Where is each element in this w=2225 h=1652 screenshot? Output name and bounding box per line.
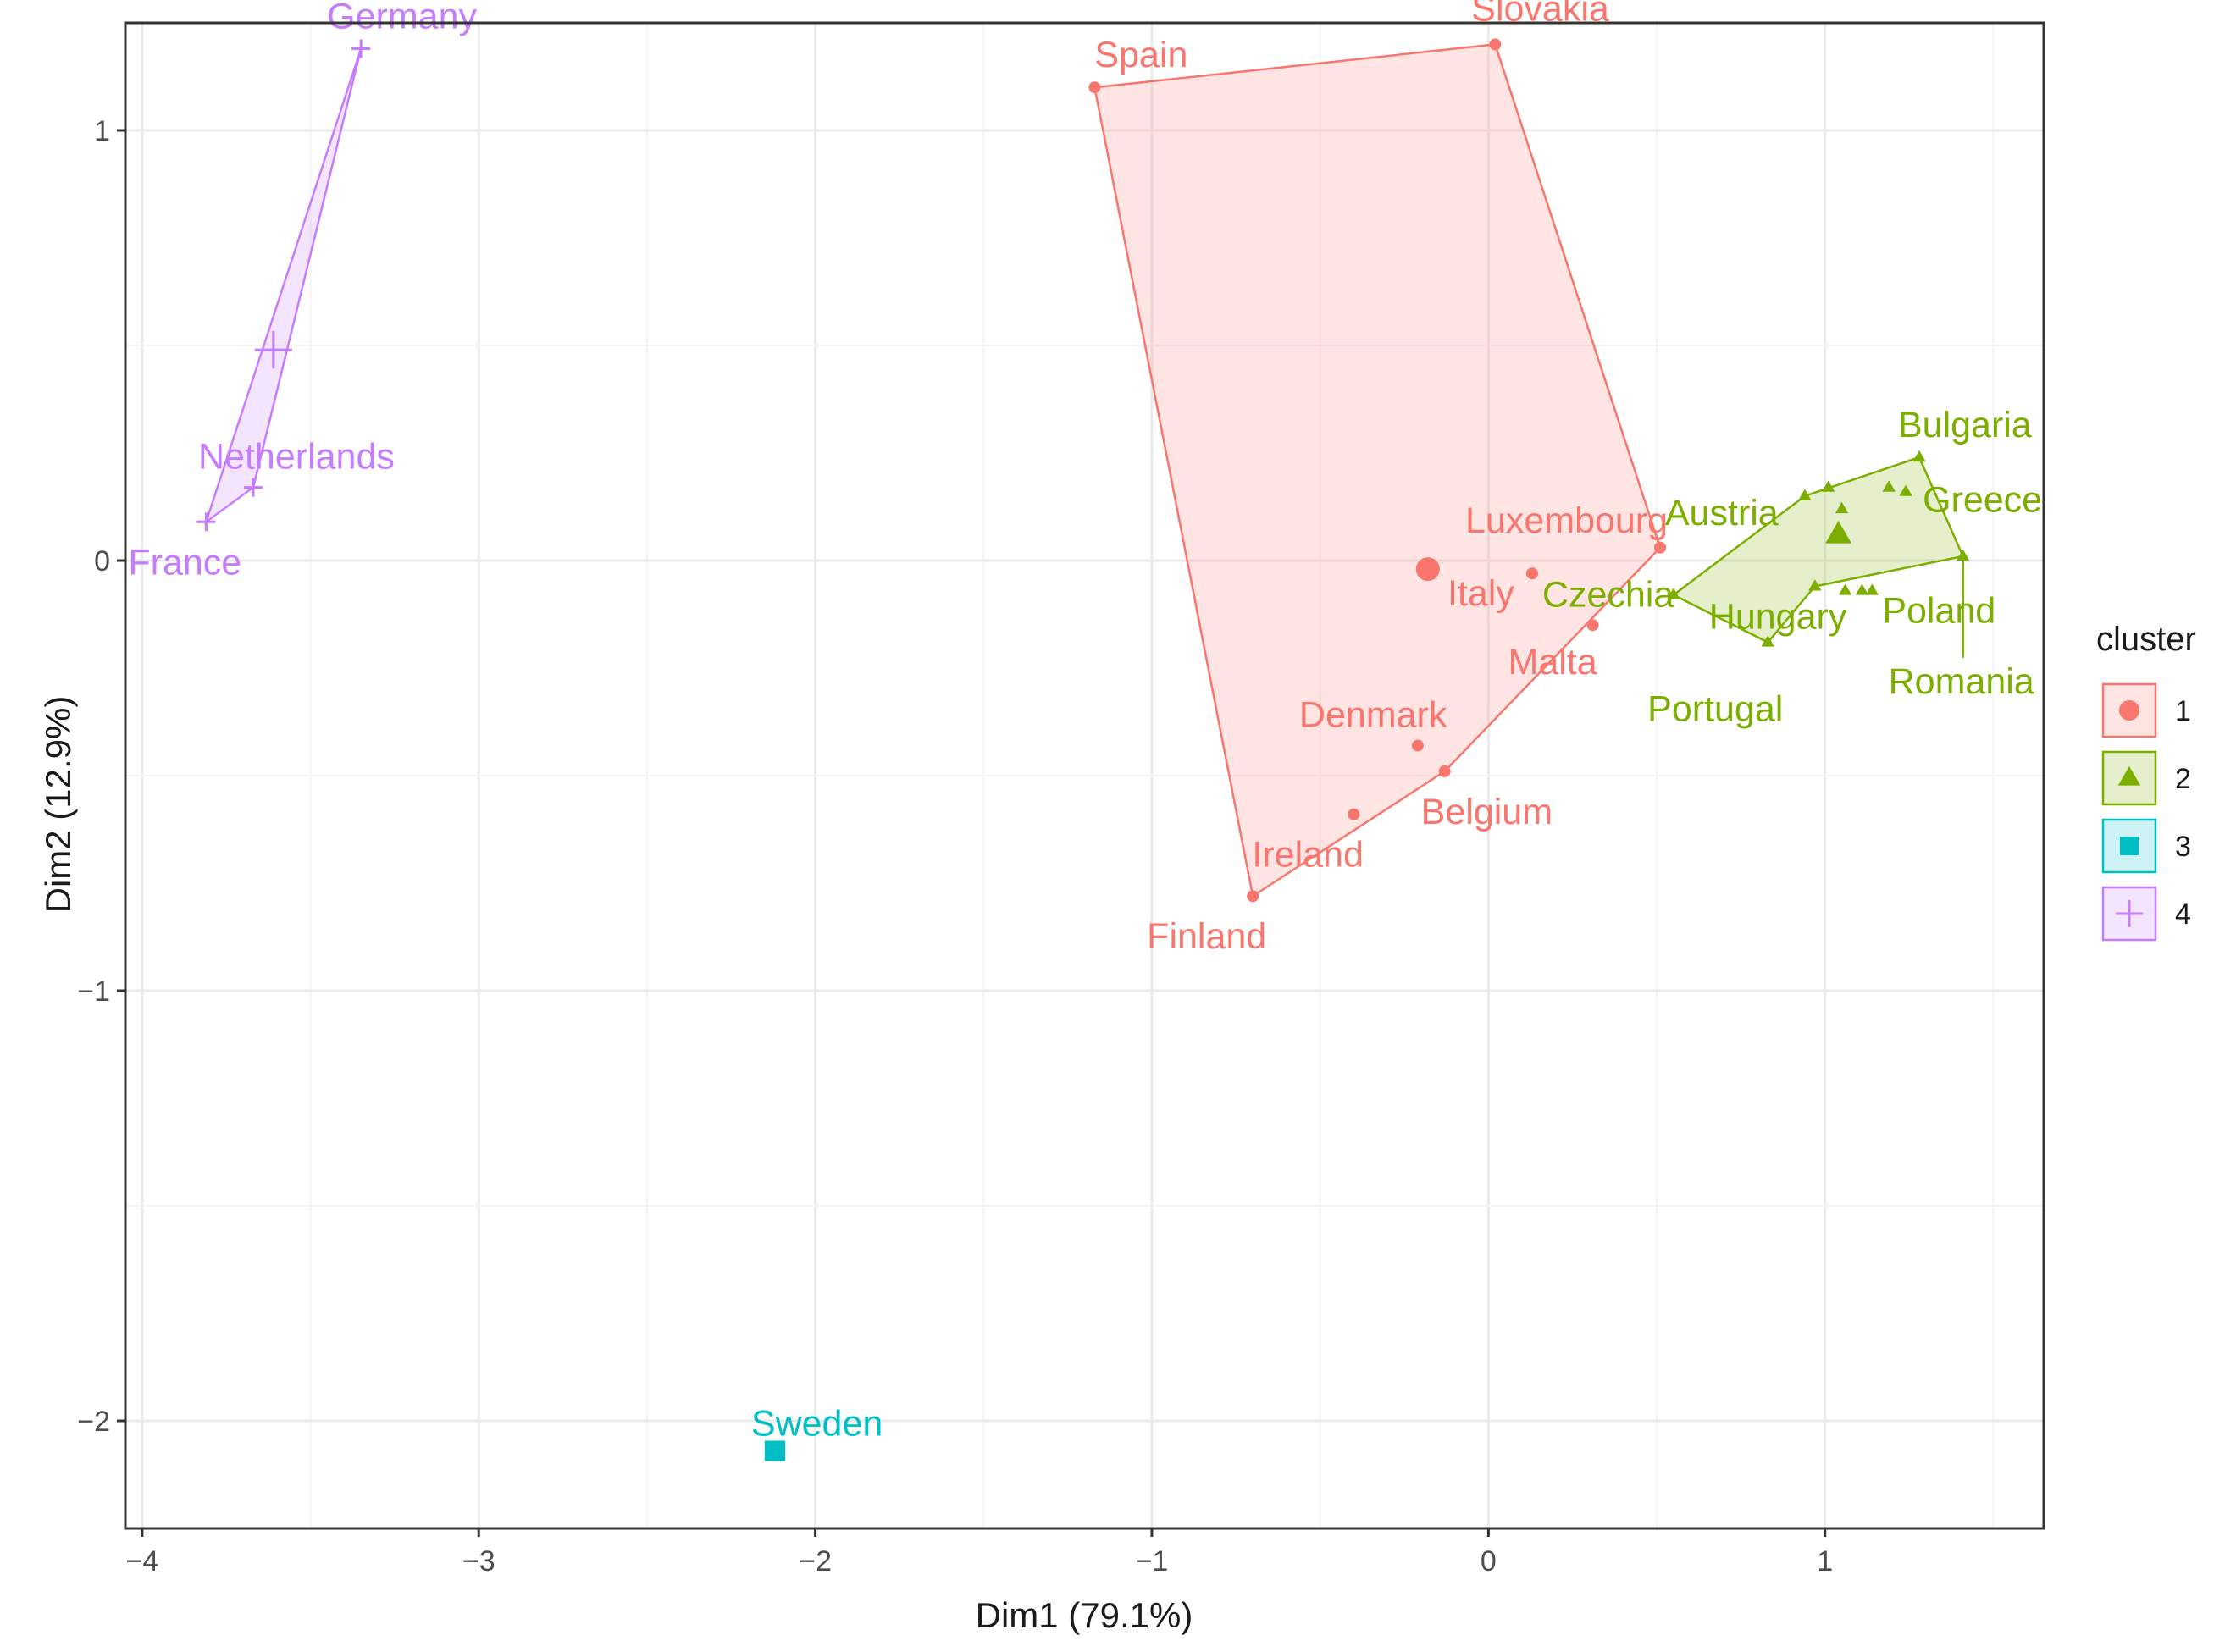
point-bulgaria	[1912, 450, 1926, 462]
label-italy: Italy	[1447, 573, 1514, 614]
point-hungary	[1808, 579, 1822, 591]
label-romania: Romania	[1889, 661, 2034, 702]
label-netherlands: Netherlands	[198, 437, 395, 478]
plot-panel-border	[124, 21, 2045, 1530]
legend-label-3: 3	[2175, 831, 2191, 863]
label-slovakia: Slovakia	[1471, 0, 1609, 29]
point-cluster-2	[1838, 583, 1852, 595]
centroid-cluster-4	[254, 331, 292, 369]
point-france	[196, 512, 216, 532]
label-france: France	[128, 542, 241, 583]
label-hungary: Hungary	[1709, 596, 1847, 637]
centroid-cluster-1	[1415, 557, 1440, 582]
point-poland	[1865, 583, 1879, 595]
label-denmark: Denmark	[1299, 694, 1447, 735]
label-germany: Germany	[327, 0, 477, 36]
x-tick-label: 1	[1817, 1545, 1833, 1577]
point-austria	[1798, 489, 1812, 500]
label-poland: Poland	[1882, 591, 1995, 632]
centroid-cluster-3	[764, 1440, 785, 1461]
label-ireland: Ireland	[1252, 835, 1363, 876]
label-spain: Spain	[1094, 35, 1187, 75]
y-axis-title: Dim2 (12.9%)	[38, 696, 78, 914]
point-labels: Spain Slovakia Luxembourg Italy Malta Denmark…	[128, 0, 2042, 1445]
x-tick-label: −1	[1136, 1545, 1169, 1577]
point-cluster-2	[1855, 583, 1869, 595]
point-cluster-2	[1835, 501, 1849, 514]
point-spain	[1088, 81, 1101, 94]
legend-symbol-4	[2116, 900, 2143, 927]
legend-label-4: 4	[2175, 898, 2191, 931]
cluster-1-hull	[1093, 43, 1662, 898]
label-finland: Finland	[1147, 916, 1266, 957]
y-tick-label: −1	[77, 975, 110, 1008]
x-tick-label: 0	[1481, 1545, 1497, 1577]
point-romania	[1956, 549, 1970, 561]
legend-symbol-1	[2119, 700, 2139, 721]
point-czechia	[1667, 588, 1680, 599]
point-germany	[351, 39, 371, 58]
legend-label-1: 1	[2175, 695, 2191, 727]
legend-title: cluster	[2096, 621, 2196, 658]
legend-symbol-2	[2117, 765, 2141, 786]
point-portugal	[1761, 635, 1774, 647]
x-tick-label: −2	[799, 1545, 832, 1577]
legend-symbol-3	[2120, 837, 2139, 855]
centroid-cluster-2	[1825, 521, 1852, 544]
label-greece: Greece	[1923, 480, 2042, 521]
point-denmark	[1411, 739, 1424, 752]
label-czechia: Czechia	[1542, 575, 1674, 616]
label-malta: Malta	[1508, 642, 1597, 682]
y-tick-label: 0	[94, 545, 110, 577]
legend-label-2: 2	[2175, 763, 2191, 795]
point-finland	[1247, 890, 1259, 903]
point-cluster-2	[1821, 480, 1835, 492]
axes: −4 −3 −2 −1 0 1 −2 −1 0 1	[77, 115, 1833, 1577]
gridlines	[125, 23, 2044, 1528]
point-slovakia	[1489, 38, 1502, 51]
legend: cluster 1 2 3 4	[2096, 621, 2196, 942]
x-axis-title: Dim1 (79.1%)	[976, 1595, 1193, 1635]
label-austria: Austria	[1665, 493, 1779, 533]
point-luxembourg	[1654, 541, 1666, 554]
x-tick-label: −4	[125, 1545, 158, 1577]
cluster-4-hull	[203, 48, 363, 525]
label-portugal: Portugal	[1647, 689, 1783, 730]
point-belgium	[1438, 765, 1451, 777]
x-tick-label: −3	[462, 1545, 495, 1577]
point-netherlands	[244, 478, 263, 497]
point-italy	[1526, 567, 1538, 580]
point-greece	[1899, 484, 1912, 496]
y-tick-label: −2	[77, 1406, 110, 1438]
data-points	[196, 38, 1970, 1461]
label-sweden: Sweden	[751, 1404, 883, 1445]
y-tick-label: 1	[94, 115, 110, 147]
point-ireland	[1348, 808, 1360, 820]
point-cluster-2	[1882, 480, 1896, 492]
point-malta	[1586, 619, 1599, 632]
label-belgium: Belgium	[1421, 792, 1553, 832]
label-bulgaria: Bulgaria	[1898, 405, 2032, 445]
label-luxembourg: Luxembourg	[1465, 500, 1668, 541]
